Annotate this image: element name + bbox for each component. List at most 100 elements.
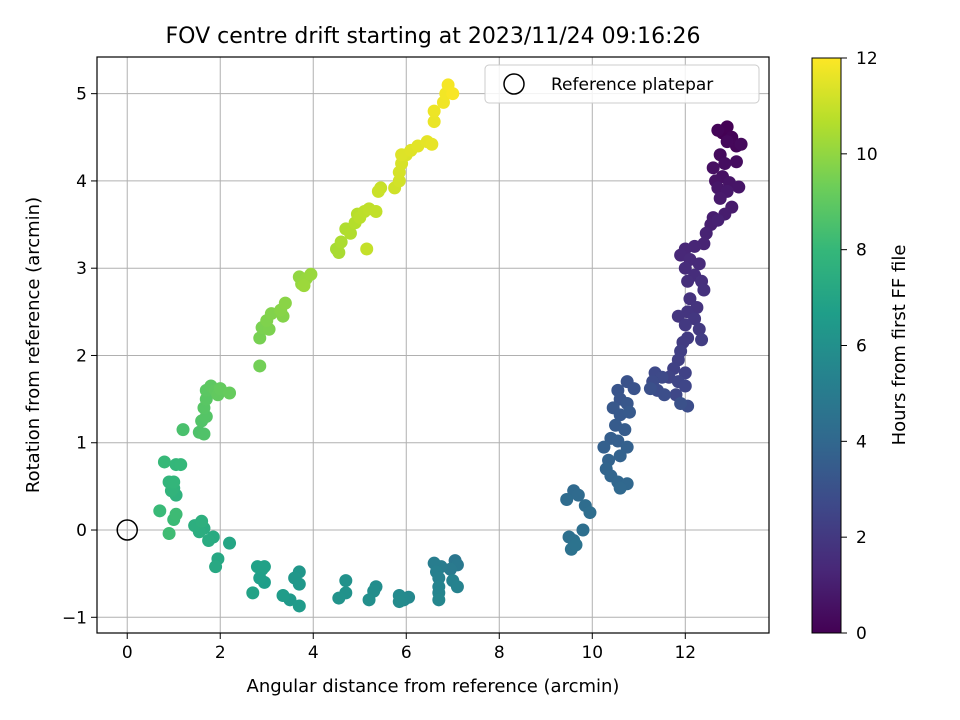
data-point bbox=[197, 427, 211, 441]
colorbar-tick-label: 8 bbox=[856, 241, 867, 261]
data-point bbox=[343, 226, 357, 240]
data-point bbox=[427, 115, 441, 129]
x-tick-label: 6 bbox=[401, 643, 412, 663]
data-point bbox=[427, 104, 441, 118]
data-point bbox=[611, 434, 625, 448]
data-point bbox=[246, 586, 260, 600]
data-point bbox=[176, 423, 190, 437]
data-point bbox=[681, 274, 695, 288]
data-point bbox=[613, 481, 627, 495]
y-tick-label: 2 bbox=[76, 346, 87, 366]
colorbar-tick-label: 6 bbox=[856, 337, 867, 357]
x-axis-label: Angular distance from reference (arcmin) bbox=[247, 676, 620, 697]
data-point bbox=[692, 257, 706, 271]
data-point bbox=[425, 137, 439, 151]
data-point bbox=[153, 504, 167, 518]
data-point bbox=[729, 155, 743, 169]
colorbar-tick-label: 0 bbox=[856, 624, 867, 644]
data-point bbox=[157, 455, 171, 469]
data-point bbox=[678, 379, 692, 393]
data-point bbox=[223, 386, 237, 400]
data-point bbox=[253, 359, 267, 373]
data-point bbox=[571, 488, 585, 502]
data-point bbox=[597, 440, 611, 454]
plot-frame bbox=[96, 56, 770, 634]
data-point bbox=[304, 267, 318, 281]
data-point bbox=[618, 423, 632, 437]
y-tick-label: 1 bbox=[76, 434, 87, 454]
x-tick-label: 12 bbox=[674, 643, 696, 663]
data-point bbox=[720, 135, 734, 149]
data-point bbox=[620, 440, 634, 454]
data-point bbox=[695, 333, 709, 347]
chart-title: FOV centre drift starting at 2023/11/24 … bbox=[166, 24, 701, 49]
data-point bbox=[711, 213, 725, 227]
data-point bbox=[446, 87, 460, 101]
data-point bbox=[362, 593, 376, 607]
data-point bbox=[627, 382, 641, 396]
data-point bbox=[657, 388, 671, 402]
data-point bbox=[174, 458, 188, 472]
data-point bbox=[583, 506, 597, 520]
data-point bbox=[369, 204, 383, 218]
legend-reference-marker bbox=[503, 73, 525, 95]
colorbar-tick-label: 12 bbox=[856, 49, 878, 69]
reference-platepar-marker bbox=[116, 519, 138, 541]
data-point bbox=[450, 580, 464, 594]
x-axis-ticks: 0 2 4 6 8 10 12 bbox=[122, 633, 696, 663]
y-tick-label: 5 bbox=[76, 85, 87, 105]
data-point bbox=[713, 191, 727, 205]
data-point bbox=[334, 235, 348, 249]
data-point bbox=[718, 156, 732, 170]
data-point bbox=[202, 533, 216, 547]
data-point bbox=[678, 366, 692, 380]
data-point bbox=[332, 245, 346, 259]
data-point bbox=[360, 242, 374, 256]
y-tick-label: 4 bbox=[76, 172, 87, 192]
data-point bbox=[688, 312, 702, 326]
legend: Reference platepar bbox=[484, 64, 760, 104]
data-point bbox=[392, 595, 406, 609]
data-point bbox=[292, 599, 306, 613]
data-point bbox=[169, 507, 183, 521]
data-point bbox=[678, 261, 692, 275]
data-point bbox=[162, 527, 176, 541]
data-point bbox=[678, 318, 692, 332]
data-point bbox=[732, 180, 746, 194]
y-tick-label: 0 bbox=[76, 521, 87, 541]
data-point bbox=[167, 475, 181, 489]
data-point bbox=[643, 382, 657, 396]
data-point bbox=[569, 538, 583, 552]
data-point bbox=[697, 283, 711, 297]
data-point bbox=[209, 560, 223, 574]
y-tick-label: 3 bbox=[76, 259, 87, 279]
data-point bbox=[699, 226, 713, 240]
data-point bbox=[613, 449, 627, 463]
data-point bbox=[576, 523, 590, 537]
data-point bbox=[560, 492, 574, 506]
legend-entry-reference: Reference platepar bbox=[551, 75, 713, 95]
data-point bbox=[297, 279, 311, 293]
data-point bbox=[339, 574, 353, 588]
data-point bbox=[711, 123, 725, 137]
x-tick-label: 8 bbox=[494, 643, 505, 663]
x-tick-label: 2 bbox=[215, 643, 226, 663]
x-tick-label: 0 bbox=[122, 643, 133, 663]
data-point bbox=[432, 593, 446, 607]
data-point bbox=[276, 588, 290, 602]
colorbar-tick-label: 10 bbox=[856, 145, 878, 165]
reference-marker-group bbox=[116, 519, 138, 541]
y-tick-label: −1 bbox=[62, 608, 87, 628]
data-point bbox=[622, 405, 636, 419]
data-point bbox=[292, 577, 306, 591]
data-point bbox=[683, 292, 697, 306]
legend-box bbox=[484, 64, 760, 104]
colorbar-tick-label: 4 bbox=[856, 432, 867, 452]
x-tick-label: 10 bbox=[581, 643, 603, 663]
data-point bbox=[671, 309, 685, 323]
y-axis-label: Rotation from reference (arcmin) bbox=[23, 197, 44, 493]
data-point bbox=[257, 560, 271, 574]
data-point bbox=[734, 137, 748, 151]
data-points bbox=[153, 78, 748, 613]
